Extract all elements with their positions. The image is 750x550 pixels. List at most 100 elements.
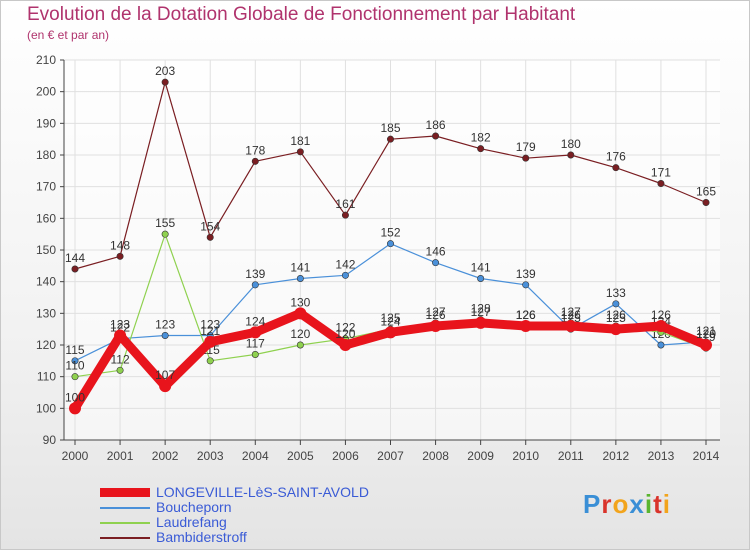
series-point (429, 320, 442, 332)
data-label: 186 (426, 118, 446, 132)
data-label: 141 (290, 261, 310, 275)
y-tick-label: 100 (36, 401, 56, 415)
y-tick-label: 110 (37, 370, 56, 384)
series-point (519, 320, 532, 332)
chart-legend: LONGEVILLE-LèS-SAINT-AVOLD Boucheporn Laud… (100, 485, 369, 545)
series-point (386, 135, 394, 143)
series-point (206, 357, 214, 365)
legend-swatch (100, 506, 150, 509)
data-label: 126 (516, 308, 536, 322)
data-label: 121 (200, 324, 220, 338)
data-label: 139 (245, 267, 265, 281)
y-tick-label: 210 (36, 53, 56, 67)
x-tick-label: 2009 (467, 449, 494, 463)
series-point (296, 148, 304, 156)
legend-item: Boucheporn (100, 500, 369, 515)
legend-item: Bambiderstroff (100, 530, 369, 545)
series-point (567, 151, 575, 159)
data-label: 125 (380, 311, 400, 325)
data-label: 126 (426, 308, 446, 322)
data-label: 120 (290, 327, 310, 341)
series-point (116, 366, 124, 374)
series-point (386, 240, 394, 248)
chart-title: Evolution de la Dotation Globale de Fonc… (27, 4, 576, 25)
x-tick-label: 2008 (422, 449, 449, 463)
series-point (69, 402, 81, 415)
series-point (71, 265, 79, 273)
data-label: 125 (606, 311, 626, 325)
series-point (432, 132, 440, 140)
series-point (702, 199, 710, 207)
y-tick-label: 120 (36, 338, 56, 352)
series-point (474, 316, 487, 329)
series-point (161, 78, 169, 86)
data-label: 123 (155, 318, 175, 332)
data-label: 180 (561, 137, 581, 151)
data-label: 133 (606, 286, 626, 300)
data-label: 126 (606, 308, 626, 322)
data-label: 117 (246, 337, 265, 351)
legend-swatch (100, 536, 150, 539)
data-label: 128 (471, 302, 491, 316)
series-point (251, 281, 259, 289)
data-label: 141 (471, 261, 491, 275)
data-label: 176 (606, 150, 626, 164)
x-tick-label: 2007 (377, 449, 404, 463)
data-label: 130 (290, 295, 310, 309)
series-point (612, 164, 620, 172)
series-point (251, 350, 259, 358)
data-label: 107 (155, 368, 175, 382)
data-label: 144 (65, 251, 85, 265)
data-label: 171 (651, 166, 671, 180)
series-point (657, 341, 665, 349)
x-tick-label: 2004 (242, 449, 269, 463)
y-tick-label: 180 (36, 148, 56, 162)
data-label: 127 (426, 305, 446, 319)
series-point (296, 274, 304, 282)
legend-label: Bambiderstroff (156, 529, 247, 545)
legend-swatch (100, 521, 150, 524)
data-label: 123 (110, 318, 130, 332)
series-point (341, 211, 349, 219)
data-label: 122 (110, 321, 130, 335)
data-label: 165 (696, 185, 716, 199)
data-label: 185 (380, 121, 400, 135)
x-tick-label: 2012 (603, 449, 630, 463)
data-label: 142 (335, 257, 355, 271)
data-label: 127 (471, 305, 491, 319)
data-label: 152 (380, 226, 400, 240)
y-tick-label: 190 (36, 116, 56, 130)
x-tick-label: 2001 (107, 449, 134, 463)
data-label: 121 (696, 324, 716, 338)
x-tick-label: 2003 (197, 449, 224, 463)
data-label: 124 (245, 314, 265, 328)
series-point (564, 320, 577, 332)
y-tick-label: 200 (36, 85, 56, 99)
series-point (249, 326, 262, 339)
chart-subtitle: (en € et par an) (27, 28, 110, 42)
x-tick-label: 2011 (558, 449, 584, 463)
y-tick-label: 90 (43, 433, 57, 447)
series-point (522, 281, 530, 289)
y-tick-label: 150 (36, 243, 56, 257)
data-label: 155 (155, 216, 175, 230)
data-label: 110 (65, 359, 84, 373)
legend-label: LONGEVILLE-LèS-SAINT-AVOLD (156, 484, 369, 500)
y-tick-label: 140 (36, 275, 56, 289)
data-label: 112 (111, 352, 130, 366)
data-label: 120 (696, 327, 716, 341)
y-tick-label: 130 (36, 306, 56, 320)
series-point (161, 230, 169, 238)
series-point (522, 154, 530, 162)
series-point (116, 252, 124, 260)
series-point (384, 326, 397, 339)
x-tick-label: 2010 (512, 449, 539, 463)
line-chart: 90 100 110 120 130 140 150 160 170 180 190 200 210 20… (36, 53, 720, 463)
data-label: 122 (335, 321, 355, 335)
data-label: 126 (516, 308, 536, 322)
data-label: 146 (426, 245, 446, 259)
data-label: 154 (200, 219, 220, 233)
data-label: 178 (245, 143, 265, 157)
data-label: 203 (155, 64, 175, 78)
proxiti-logo: Proxiti (583, 489, 671, 519)
